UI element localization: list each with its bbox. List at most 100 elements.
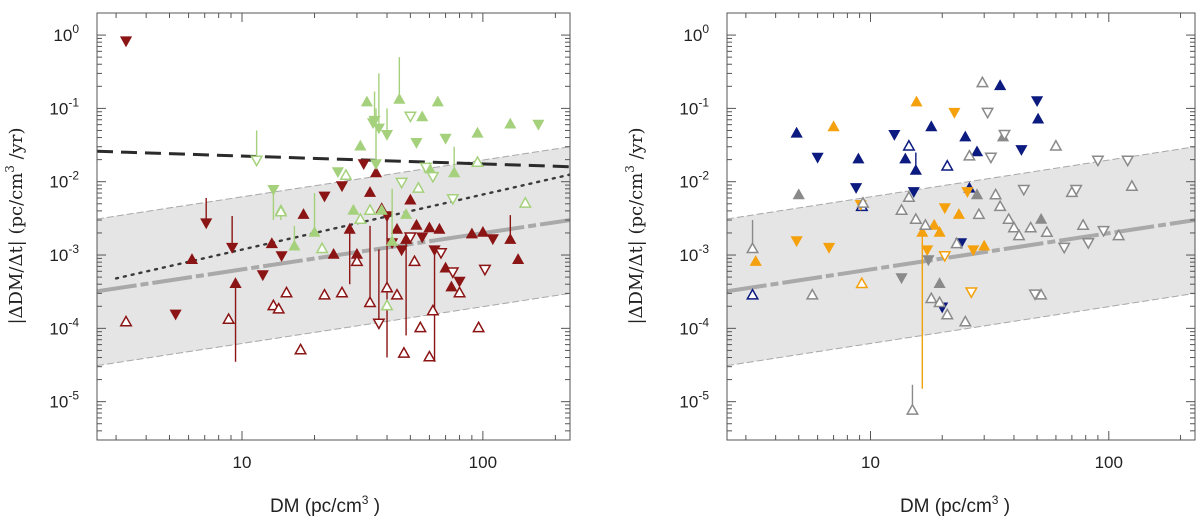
right-data-point <box>805 288 819 300</box>
left-data-point <box>400 208 413 219</box>
right-series-2 <box>749 95 991 389</box>
right-data-point <box>811 152 824 164</box>
left-y-tick-exponent: -3 <box>68 242 79 256</box>
right-data-point <box>910 95 923 107</box>
left-data-point <box>471 126 484 138</box>
left-data-point <box>335 181 349 193</box>
left-data-point <box>426 303 440 316</box>
right-data-point <box>925 120 938 132</box>
left-data-point <box>380 298 394 311</box>
left-y-tick-mantissa: 10 <box>49 99 68 118</box>
left-y-tick-label: 10-5 <box>49 389 79 412</box>
right-data-point <box>1034 288 1048 300</box>
right-data-point <box>933 295 947 308</box>
left-data-point <box>169 309 182 321</box>
right-y-tick-label: 10-4 <box>679 315 709 338</box>
left-y-tick-exponent: 0 <box>72 22 79 36</box>
right-data-point <box>1032 112 1045 124</box>
right-data-point <box>856 196 870 208</box>
left-data-point <box>410 218 423 230</box>
left-data-point <box>416 232 429 244</box>
left-data-point <box>395 177 409 190</box>
left-data-point <box>410 138 423 149</box>
left-y-tick-label: 10-4 <box>49 315 79 338</box>
right-data-point <box>790 236 803 248</box>
right-data-point <box>902 190 916 203</box>
left-y-tick-label: 100 <box>53 22 79 45</box>
left-data-point <box>363 186 377 197</box>
right-data-point <box>905 403 919 415</box>
left-data-point <box>423 221 436 233</box>
left-data-point <box>390 222 404 234</box>
left-axes-frame <box>96 12 571 441</box>
right-y-tick-label: 10-2 <box>679 169 709 192</box>
right-y-tick-mantissa: 10 <box>679 99 698 118</box>
right-ticks <box>727 12 1195 441</box>
left-data-point <box>339 168 353 180</box>
right-band-lower-edge <box>727 292 1195 367</box>
right-data-point <box>975 75 989 88</box>
right-x-axis-label: DM (pc/cm3 ) <box>900 493 1010 517</box>
left-data-point <box>274 204 288 217</box>
right-y-tick-exponent: -3 <box>698 242 709 256</box>
left-data-point <box>465 227 478 239</box>
right-y-tick-mantissa: 10 <box>679 393 698 412</box>
left-data-point <box>350 254 364 267</box>
right-data-point <box>1040 225 1054 238</box>
right-data-point <box>967 245 980 257</box>
left-data-point <box>426 171 440 184</box>
right-data-point <box>1002 212 1016 225</box>
right-data-point <box>981 107 995 120</box>
right-data-point <box>855 276 869 289</box>
left-x-tick-label: 10 <box>233 453 252 472</box>
left-data-point <box>363 295 377 308</box>
left-y-tick-mantissa: 10 <box>49 319 68 338</box>
right-x-tick-label: 10 <box>861 453 880 472</box>
left-data-point <box>419 162 433 175</box>
right-data-point <box>1121 155 1135 168</box>
left-data-point <box>226 242 239 254</box>
right-data-point <box>746 288 760 300</box>
left-data-point <box>453 285 467 298</box>
left-data-point <box>353 212 367 225</box>
right-y-tick-mantissa: 10 <box>679 173 698 192</box>
right-data-point <box>993 199 1007 212</box>
right-data-point <box>962 149 976 161</box>
left-data-point <box>446 193 460 206</box>
right-data-point <box>994 79 1007 91</box>
right-data-point <box>827 120 840 132</box>
right-data-point <box>1015 145 1028 156</box>
left-data-point <box>472 320 486 333</box>
right-data-point <box>749 255 762 266</box>
right-data-point <box>916 225 929 237</box>
left-data-point <box>433 222 446 234</box>
right-data-point <box>822 242 836 254</box>
right-data-point <box>1069 184 1083 197</box>
right-data-point <box>964 287 978 299</box>
left-y-tick-mantissa: 10 <box>49 393 68 412</box>
left-data-point <box>518 196 532 208</box>
left-data-point <box>369 159 383 171</box>
right-data-point <box>790 126 803 138</box>
left-data-point <box>380 130 394 141</box>
left-data-point <box>288 239 301 251</box>
right-data-point <box>792 188 805 200</box>
right-data-point <box>907 187 920 198</box>
left-data-point <box>318 191 331 203</box>
right-data-point <box>940 307 954 320</box>
left-data-point <box>403 111 417 124</box>
right-data-point <box>1091 155 1105 168</box>
left-data-point <box>327 247 340 259</box>
left-series-1 <box>119 36 525 362</box>
left-data-point <box>408 254 421 267</box>
left-data-point <box>357 159 370 171</box>
left-data-point <box>308 225 321 237</box>
left-data-point <box>335 285 349 298</box>
left-data-point <box>486 234 499 246</box>
left-data-point <box>369 166 383 178</box>
right-data-point <box>909 163 922 175</box>
left-data-point <box>229 277 242 288</box>
left-y-axis-label: |ΔDM/Δt| (pc/cm3 /yr) <box>3 127 27 324</box>
